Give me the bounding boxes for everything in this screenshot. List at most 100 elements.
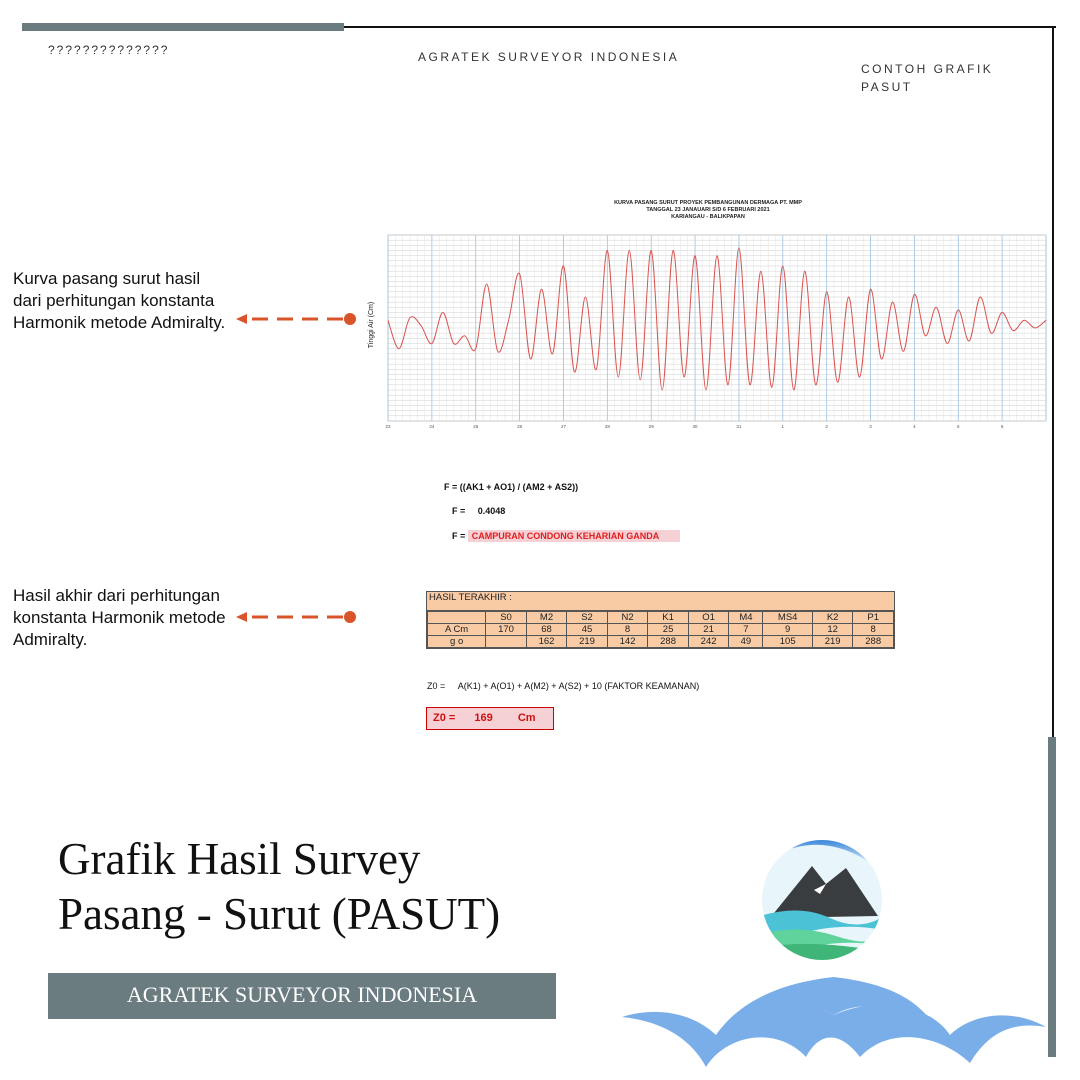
- tide-data-point: [596, 369, 597, 370]
- chart-callout-text: Kurva pasang surut hasil dari perhitunga…: [13, 269, 226, 332]
- table-cell: 8: [606, 623, 649, 636]
- tide-data-point: [705, 389, 706, 390]
- f-type-label: F =: [452, 531, 466, 541]
- chart-x-tick-label: 6: [1001, 424, 1004, 429]
- table-cell: 288: [647, 635, 689, 648]
- table-callout-text: Hasil akhir dari perhitungan konstanta H…: [13, 586, 226, 649]
- tide-data-point: [387, 320, 388, 321]
- table-cell: M4: [728, 611, 764, 624]
- header-left-text: ??????????????: [48, 43, 170, 57]
- tide-data-point: [837, 382, 838, 383]
- tide-data-point: [1023, 320, 1024, 321]
- tide-data-point: [464, 335, 465, 336]
- tide-data-point: [508, 320, 509, 321]
- table-cell: P1: [852, 611, 894, 624]
- table-cell: g o: [426, 635, 487, 648]
- tide-data-point: [793, 389, 794, 390]
- chart-x-tick-label: 1: [782, 424, 785, 429]
- tide-data-point: [431, 343, 432, 344]
- table-cell: 142: [606, 635, 649, 648]
- table-cell: 9: [762, 623, 813, 636]
- table-cell: 170: [485, 623, 527, 636]
- tide-data-point: [519, 273, 520, 274]
- chart-x-tick-label: 24: [429, 424, 435, 429]
- tide-data-point: [771, 387, 772, 388]
- dashed-arrow-icon: [236, 611, 356, 623]
- tide-data-point: [980, 296, 981, 297]
- tide-data-point: [738, 247, 739, 248]
- page-title: Grafik Hasil Survey Pasang - Surut (PASU…: [58, 832, 500, 942]
- tide-data-point: [1002, 312, 1003, 313]
- chart-x-tick-label: 25: [473, 424, 479, 429]
- f-value-row: F = 0.4048: [452, 506, 505, 516]
- table-row: A Cm 170 68 45 8 25 21 7 9 12 8: [426, 623, 894, 636]
- table-cell: K1: [647, 611, 689, 624]
- tide-data-point: [563, 265, 564, 266]
- tide-data-point: [749, 384, 750, 385]
- tide-data-point: [914, 294, 915, 295]
- company-banner: AGRATEK SURVEYOR INDONESIA: [48, 973, 556, 1019]
- result-table: S0 M2 S2 N2 K1 O1 M4 MS4 K2 P1 A Cm 170 68 45 8 25 21 7 9 1…: [426, 611, 894, 648]
- right-frame-line: [1052, 26, 1054, 738]
- wave-decoration-icon: [622, 977, 1046, 1067]
- table-cell: 7: [728, 623, 764, 636]
- tide-data-point: [782, 265, 783, 266]
- table-cell: [426, 611, 487, 624]
- tide-data-point: [552, 353, 553, 354]
- table-cell: M2: [525, 611, 568, 624]
- table-cell: 105: [762, 635, 813, 648]
- f-type-row: F = CAMPURAN CONDONG KEHARIAN GANDA: [452, 530, 680, 542]
- chart-title-line-2: TANGGAL 23 JANAUARI S/D 6 FEBRUARI 2021: [646, 207, 769, 213]
- chart-x-tick-label: 30: [693, 424, 699, 429]
- table-cell: A Cm: [426, 623, 487, 636]
- tide-data-point: [1013, 330, 1014, 331]
- tide-data-point: [684, 376, 685, 377]
- f-value-label: F =: [452, 506, 466, 516]
- tide-data-point: [1034, 327, 1035, 328]
- tide-data-point: [651, 250, 652, 251]
- table-cell: 288: [852, 635, 894, 648]
- page-title-line-1: Grafik Hasil Survey: [58, 834, 421, 884]
- tide-data-point: [420, 325, 421, 326]
- mountain-wave-logo-icon: [762, 840, 882, 960]
- chart-x-tick-label: 26: [517, 424, 523, 429]
- tide-data-point: [640, 379, 641, 380]
- tide-data-point: [629, 250, 630, 251]
- table-cell: 25: [647, 623, 689, 636]
- tide-data-point: [892, 302, 893, 303]
- header-company-name: AGRATEK SURVEYOR INDONESIA: [418, 50, 680, 64]
- chart-title-line-3: KARIANGAU - BALIKPAPAN: [671, 214, 745, 220]
- chart-x-tick-label: 28: [605, 424, 611, 429]
- chart-title-line-1: KURVA PASANG SURUT PROYEK PEMBANGUNAN DE…: [614, 200, 802, 206]
- tide-data-point: [958, 309, 959, 310]
- tide-data-point: [673, 250, 674, 251]
- tide-data-point: [694, 255, 695, 256]
- table-cell: K2: [811, 611, 854, 624]
- tide-data-point: [607, 250, 608, 251]
- table-header-row: S0 M2 S2 N2 K1 O1 M4 MS4 K2 P1: [426, 611, 894, 624]
- tide-data-point: [662, 389, 663, 390]
- tide-data-point: [859, 376, 860, 377]
- tide-data-point: [826, 291, 827, 292]
- tide-data-point: [716, 255, 717, 256]
- table-cell: 21: [687, 623, 730, 636]
- tide-data-point: [804, 271, 805, 272]
- tide-data-point: [936, 307, 937, 308]
- table-cell: [485, 635, 527, 648]
- table-cell: S2: [566, 611, 608, 624]
- table-cell: 242: [687, 635, 730, 648]
- tide-data-point: [969, 340, 970, 341]
- chart-x-tick-label: 3: [869, 424, 872, 429]
- chart-y-axis-label: Tinggi Air (Cm): [368, 302, 375, 348]
- chart-x-tick-label: 27: [561, 424, 567, 429]
- top-accent-bar: [22, 23, 344, 31]
- tide-data-point: [727, 384, 728, 385]
- result-table-title: HASIL TERAKHIR :: [427, 592, 894, 611]
- table-cell: S0: [485, 611, 527, 624]
- tide-data-point: [618, 376, 619, 377]
- table-cell: 49: [728, 635, 764, 648]
- result-table-box: HASIL TERAKHIR : S0 M2 S2 N2 K1 O1 M4 MS4 K2 P1 A …: [426, 591, 895, 649]
- chart-x-tick-label: 29: [649, 424, 655, 429]
- chart-x-tick-label: 5: [957, 424, 960, 429]
- tide-data-point: [925, 335, 926, 336]
